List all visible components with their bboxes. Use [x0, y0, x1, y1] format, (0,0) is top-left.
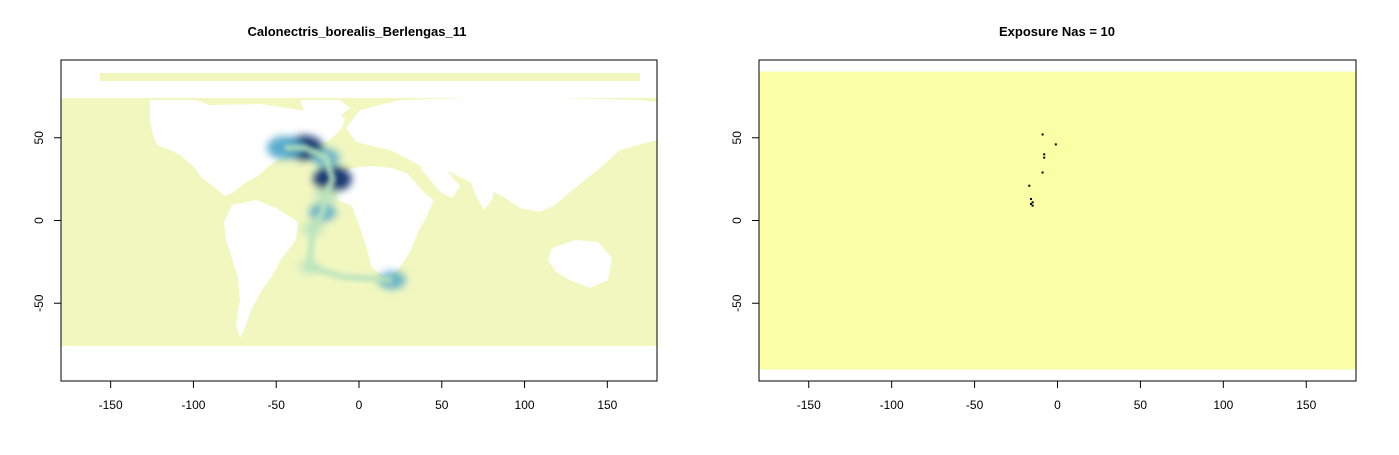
- y-axis: -50 0 50: [32, 131, 62, 312]
- south-america-land: [224, 200, 298, 338]
- x-tick-label: 0: [356, 398, 363, 412]
- na-cell: [1054, 143, 1057, 146]
- na-cell: [1028, 184, 1031, 187]
- y-tick-label: -50: [32, 294, 46, 312]
- x-tick-label: 100: [1213, 398, 1233, 412]
- x-tick-label: 100: [515, 398, 535, 412]
- x-axis: -150 -100 -50 0 50 100 150: [99, 380, 618, 412]
- australia-land: [548, 240, 612, 288]
- arctic-sea-strip: [100, 73, 640, 81]
- y-tick-label: 50: [32, 131, 46, 145]
- x-tick-label: -100: [181, 398, 205, 412]
- africa-land: [334, 166, 434, 278]
- x-tick-label: 50: [1134, 398, 1148, 412]
- plot-area: [61, 73, 657, 381]
- x-tick-label: -100: [880, 398, 904, 412]
- x-tick-label: 0: [1054, 398, 1061, 412]
- y-tick-label: -50: [730, 294, 744, 312]
- na-cell: [1029, 202, 1032, 205]
- na-cell: [1031, 204, 1034, 207]
- na-cells: [1028, 133, 1057, 207]
- na-cell: [1041, 171, 1044, 174]
- x-tick-label: 150: [597, 398, 617, 412]
- na-cell: [1031, 201, 1034, 204]
- na-cell: [1043, 153, 1046, 156]
- x-tick-label: -150: [99, 398, 123, 412]
- chart-panel-exposure: Exposure Nas = 10 -150 -100 -50 0 50 100 150 -…: [730, 24, 1357, 412]
- chart-title: Exposure Nas = 10: [999, 24, 1115, 39]
- x-tick-label: 50: [435, 398, 449, 412]
- antarctica-land: [61, 346, 657, 381]
- y-tick-label: 0: [32, 217, 46, 224]
- x-axis: -150 -100 -50 0 50 100 150: [797, 380, 1317, 412]
- density-track: [284, 144, 393, 284]
- plot-area: [759, 71, 1356, 370]
- y-axis: -50 0 50: [730, 131, 760, 312]
- density-corridor: [284, 144, 393, 284]
- na-cell: [1041, 133, 1044, 136]
- na-cell: [1043, 156, 1046, 159]
- y-tick-label: 50: [730, 131, 744, 145]
- chart-panel-density: Calonectris_borealis_Berlengas_11 -150 -1…: [32, 24, 658, 412]
- arabia-india-land: [420, 168, 495, 210]
- x-tick-label: -50: [966, 398, 984, 412]
- x-tick-label: 150: [1296, 398, 1316, 412]
- land-masses: [61, 98, 657, 381]
- density-hotspot: [378, 270, 406, 290]
- exposure-fill: [759, 71, 1356, 370]
- y-tick-label: 0: [730, 217, 744, 224]
- na-cell: [1029, 197, 1032, 200]
- x-tick-label: -150: [797, 398, 821, 412]
- greenland-land: [300, 100, 350, 126]
- x-tick-label: -50: [268, 398, 286, 412]
- chart-title: Calonectris_borealis_Berlengas_11: [248, 24, 467, 39]
- north-america-land: [150, 100, 345, 196]
- eurasia-land: [346, 98, 657, 212]
